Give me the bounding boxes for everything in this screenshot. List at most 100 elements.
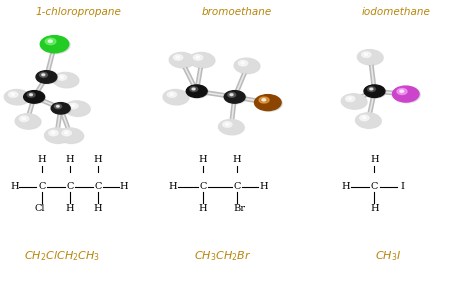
Text: C: C [371, 182, 378, 191]
Circle shape [55, 73, 79, 88]
Circle shape [176, 56, 180, 58]
Circle shape [343, 95, 367, 109]
Circle shape [55, 104, 62, 109]
Circle shape [15, 114, 40, 129]
Text: $CH_3CH_2Br$: $CH_3CH_2Br$ [194, 250, 252, 263]
Circle shape [42, 36, 70, 54]
Circle shape [45, 38, 56, 45]
Text: I: I [400, 182, 404, 191]
Circle shape [6, 90, 30, 105]
Circle shape [9, 92, 18, 97]
Text: C: C [199, 182, 207, 191]
Circle shape [64, 101, 89, 116]
Circle shape [364, 85, 385, 97]
Circle shape [25, 91, 46, 104]
Text: H: H [199, 204, 207, 213]
Text: C: C [66, 182, 74, 191]
Text: H: H [259, 182, 268, 191]
Text: H: H [169, 182, 177, 191]
Circle shape [37, 71, 58, 84]
Circle shape [360, 115, 369, 121]
Circle shape [45, 128, 69, 143]
Circle shape [66, 102, 91, 117]
Circle shape [39, 73, 47, 77]
Circle shape [29, 94, 33, 96]
Text: H: H [66, 204, 74, 213]
Circle shape [392, 86, 419, 102]
Text: C: C [94, 182, 102, 191]
Circle shape [22, 117, 26, 120]
Circle shape [191, 53, 215, 68]
Circle shape [24, 91, 45, 103]
Circle shape [173, 55, 183, 60]
Circle shape [364, 53, 368, 56]
Text: H: H [10, 182, 18, 191]
Circle shape [356, 113, 380, 128]
Circle shape [256, 95, 283, 111]
Text: $CH_2ClCH_2CH_3$: $CH_2ClCH_2CH_3$ [24, 250, 100, 263]
Circle shape [262, 99, 266, 101]
Circle shape [186, 85, 207, 97]
Circle shape [187, 86, 208, 98]
Circle shape [223, 122, 232, 127]
Circle shape [163, 89, 188, 104]
Circle shape [359, 50, 383, 65]
Circle shape [64, 132, 68, 134]
Text: Cl: Cl [35, 204, 45, 213]
Text: Br: Br [233, 204, 246, 213]
Circle shape [189, 52, 214, 67]
Circle shape [46, 129, 71, 144]
Circle shape [27, 93, 35, 97]
Circle shape [69, 103, 78, 109]
Circle shape [357, 50, 382, 64]
Circle shape [40, 36, 69, 53]
Circle shape [362, 52, 371, 58]
Circle shape [52, 103, 71, 115]
Text: iodomethane: iodomethane [361, 7, 430, 17]
Circle shape [51, 132, 55, 134]
Circle shape [367, 87, 375, 91]
Circle shape [224, 91, 245, 103]
Text: bromoethane: bromoethane [202, 7, 272, 17]
Text: H: H [94, 155, 102, 164]
Circle shape [365, 86, 386, 98]
Circle shape [228, 93, 236, 97]
Circle shape [56, 105, 59, 107]
Text: H: H [342, 182, 350, 191]
Circle shape [225, 91, 246, 104]
Circle shape [397, 88, 407, 95]
Text: H: H [370, 204, 379, 213]
Text: H: H [37, 155, 46, 164]
Circle shape [60, 76, 64, 78]
Circle shape [346, 96, 355, 102]
Circle shape [169, 52, 194, 67]
Circle shape [11, 93, 15, 95]
Circle shape [170, 93, 173, 95]
Circle shape [36, 71, 57, 83]
Text: H: H [370, 155, 379, 164]
Circle shape [62, 130, 72, 136]
Circle shape [225, 123, 229, 125]
Circle shape [167, 92, 177, 97]
Circle shape [17, 115, 41, 129]
Circle shape [171, 53, 195, 68]
Text: H: H [199, 155, 207, 164]
Circle shape [238, 60, 248, 66]
Circle shape [234, 58, 259, 73]
Circle shape [220, 120, 245, 135]
Circle shape [59, 129, 84, 144]
Circle shape [255, 95, 281, 111]
Circle shape [196, 56, 200, 58]
Text: $CH_3I$: $CH_3I$ [375, 250, 402, 263]
Circle shape [49, 130, 58, 136]
Text: H: H [120, 182, 128, 191]
Circle shape [357, 114, 382, 129]
Text: H: H [94, 204, 102, 213]
Circle shape [4, 89, 29, 104]
Circle shape [230, 94, 233, 96]
Circle shape [370, 88, 373, 90]
Circle shape [48, 40, 53, 42]
Circle shape [190, 87, 198, 91]
Circle shape [259, 97, 269, 103]
Circle shape [51, 103, 70, 114]
